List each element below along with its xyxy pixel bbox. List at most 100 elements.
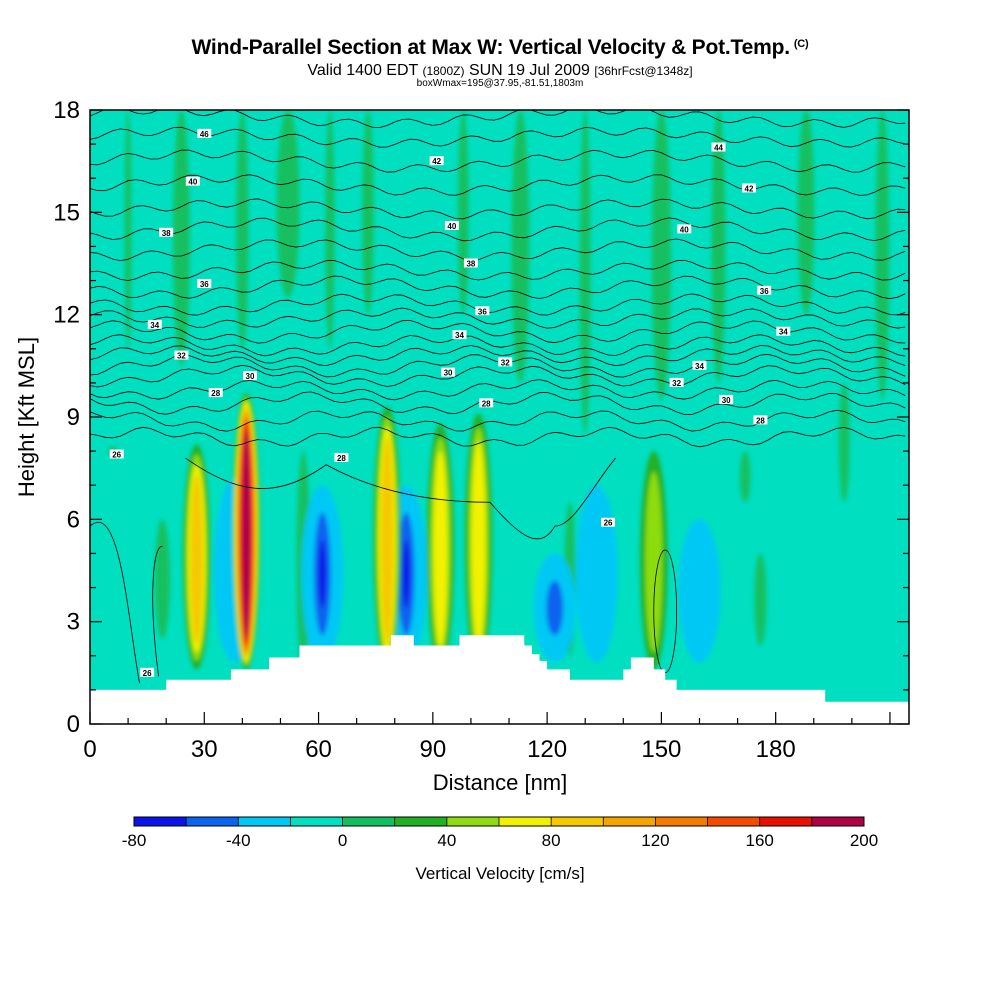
- chart-title: Wind-Parallel Section at Max W: Vertical…: [0, 36, 1000, 60]
- updraft-core: [241, 429, 251, 640]
- colorbar-tick-label: -80: [122, 831, 147, 850]
- downdraft-core: [546, 580, 564, 636]
- ascent-streak: [875, 110, 890, 400]
- colorbar-tick-label: 200: [850, 831, 878, 850]
- theta-isentrope: [90, 319, 906, 344]
- copyright-mark: (C): [793, 38, 809, 50]
- theta-isentrope: [90, 174, 906, 196]
- theta-isentrope: [90, 334, 906, 357]
- theta-label-box: [429, 156, 444, 166]
- colorbar-swatch: [759, 817, 813, 826]
- downdraft-core: [402, 539, 410, 609]
- colorbar-tick-label: 40: [437, 831, 456, 850]
- colorbar-label: Vertical Velocity [cm/s]: [415, 864, 585, 883]
- colorbar-swatch: [551, 817, 604, 826]
- ascent-streak: [739, 451, 751, 503]
- theta-label: 32: [672, 379, 681, 388]
- theta-isentrope: [90, 391, 906, 415]
- ascent-streak: [236, 110, 249, 349]
- theta-isentrope: [90, 198, 906, 220]
- theta-label: 28: [211, 389, 220, 398]
- velocity-field: [90, 110, 909, 724]
- theta-label-box: [444, 220, 459, 230]
- theta-label-box: [692, 360, 707, 370]
- theta-label: 40: [447, 222, 456, 231]
- terrain-profile: [90, 635, 909, 724]
- ascent-streak: [276, 110, 300, 298]
- x-tick-label: 0: [83, 736, 96, 763]
- x-tick-label: 180: [756, 736, 796, 763]
- colorbar-tick-label: 80: [542, 831, 561, 850]
- theta-label-box: [197, 128, 212, 138]
- theta-label-box: [753, 415, 768, 425]
- y-tick-label: 0: [67, 711, 80, 738]
- theta-label: 38: [466, 260, 475, 269]
- theta-label-box: [677, 224, 692, 234]
- theta-contours: [90, 110, 906, 684]
- theta-label-box: [479, 398, 494, 408]
- x-tick-label: 120: [527, 736, 567, 763]
- theta-label: 34: [779, 328, 788, 337]
- ascent-streak: [457, 110, 469, 315]
- subtitle-date: SUN 19 Jul 2009: [468, 62, 590, 79]
- colorbar-swatch: [394, 817, 448, 826]
- ascent-streak: [362, 110, 374, 315]
- theta-label-box: [208, 388, 223, 398]
- subtitle-valid: Valid 1400 EDT: [307, 62, 418, 79]
- downdraft-core: [318, 539, 327, 609]
- theta-isentrope: [90, 426, 906, 448]
- ascent-streak: [511, 110, 530, 383]
- ascent-band: [754, 553, 767, 646]
- ascent-streak: [651, 110, 671, 400]
- theta-label-box: [159, 227, 174, 237]
- colorbar-tick-label: 160: [746, 831, 774, 850]
- downdraft-core: [678, 519, 721, 663]
- theta-label: 42: [432, 157, 441, 166]
- theta-isentrope: [90, 259, 906, 281]
- theta-label-box: [185, 176, 200, 186]
- x-tick-label: 90: [419, 736, 446, 763]
- ascent-streak: [797, 110, 815, 315]
- chart-subtitle: Valid 1400 EDT (1800Z) SUN 19 Jul 2009 […: [0, 62, 1000, 80]
- theta-closed-contour: [653, 549, 678, 674]
- theta-label: 40: [680, 225, 689, 234]
- y-tick-label: 6: [67, 506, 80, 533]
- theta-label-box: [776, 326, 791, 336]
- theta-isentrope: [90, 353, 906, 378]
- updraft-core: [645, 471, 663, 653]
- theta-label-box: [109, 449, 124, 459]
- colorbar-swatch: [499, 817, 552, 826]
- theta-label: 46: [200, 130, 209, 139]
- ascent-streak: [325, 110, 335, 349]
- theta-isentrope: [90, 379, 906, 401]
- theta-label: 44: [714, 144, 723, 153]
- theta-label: 34: [695, 362, 704, 371]
- theta-label: 32: [177, 352, 186, 361]
- theta-label-box: [711, 142, 726, 152]
- theta-label-box: [742, 183, 757, 193]
- theta-label: 36: [760, 287, 769, 296]
- terrain: [90, 635, 909, 724]
- colorbar-swatch: [238, 817, 291, 826]
- ascent-streak: [838, 382, 850, 503]
- theta-label: 42: [745, 184, 754, 193]
- field-background: [90, 110, 909, 724]
- colorbar-swatch: [342, 817, 396, 826]
- theta-label: 30: [722, 396, 731, 405]
- y-tick-label: 12: [53, 302, 80, 329]
- theta-isentrope: [90, 345, 906, 367]
- x-tick-label: 150: [641, 736, 681, 763]
- x-axis-label: Distance [nm]: [433, 770, 568, 795]
- theta-label: 38: [162, 229, 171, 238]
- x-axis: 0 30 60 90 120 150 180: [83, 712, 891, 763]
- updraft-core: [471, 440, 486, 647]
- theta-isentrope-low: [90, 457, 616, 684]
- y-tick-label: 18: [53, 97, 80, 124]
- theta-label: 30: [246, 372, 255, 381]
- colorbar-tick-label: 0: [338, 831, 347, 850]
- subtitle-utc: (1800Z): [422, 64, 465, 78]
- theta-label: 34: [150, 321, 159, 330]
- updraft-core: [190, 474, 203, 644]
- theta-label-box: [757, 285, 772, 295]
